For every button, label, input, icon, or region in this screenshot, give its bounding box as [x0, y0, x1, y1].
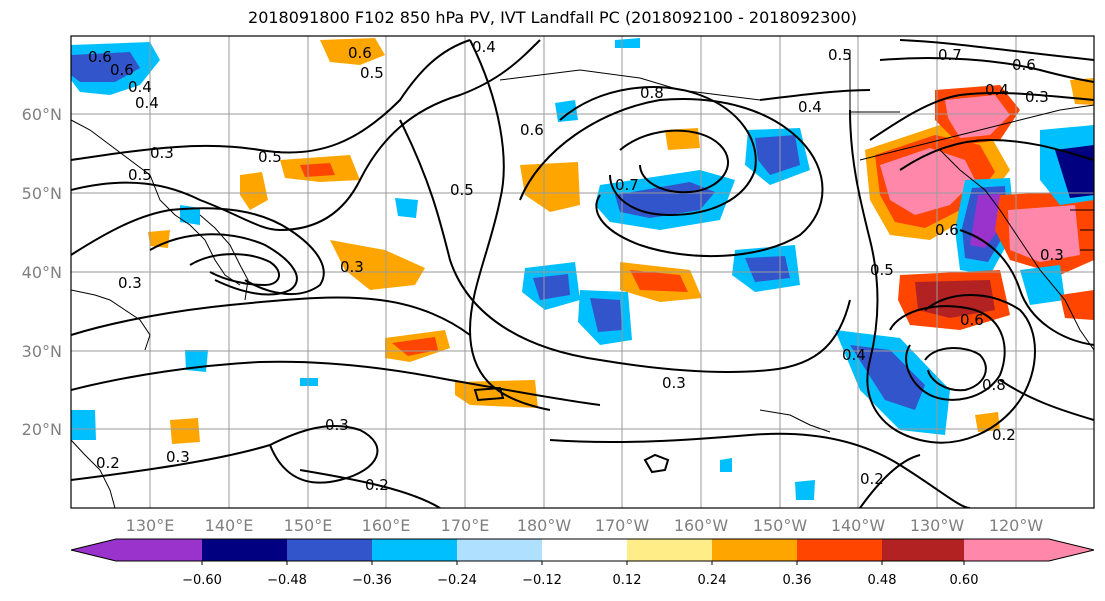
contour-label: 0.5 [450, 181, 474, 199]
lon-label: 150°E [284, 516, 333, 535]
colorbar-label: 0.60 [950, 573, 979, 588]
colorbar-max-extend [964, 539, 1094, 561]
lat-label: 20°N [22, 420, 62, 439]
lon-label: 120°W [989, 516, 1044, 535]
contour-label: 0.3 [340, 258, 364, 276]
lon-label: 140°E [205, 516, 254, 535]
contour-label: 0.5 [258, 148, 282, 166]
colorbar-swatch [287, 539, 372, 561]
contour-label: 0.4 [842, 346, 866, 364]
colorbar-label: 0.24 [698, 573, 727, 588]
contour-label: 0.4 [135, 94, 159, 112]
lon-label: 170°W [595, 516, 650, 535]
lon-label: 160°W [674, 516, 729, 535]
colorbar-label: −0.24 [437, 573, 477, 588]
graticule [71, 36, 1094, 508]
lon-label: 150°W [753, 516, 808, 535]
contour-label: 0.5 [128, 166, 152, 184]
lat-label: 30°N [22, 342, 62, 361]
contour-label: 0.2 [96, 454, 120, 472]
lat-label: 40°N [22, 263, 62, 282]
colorbar-min-extend [71, 539, 116, 561]
colorbar-label: −0.60 [182, 573, 222, 588]
contour-label: 0.2 [860, 470, 884, 488]
pv-contours [71, 39, 1094, 508]
contour-label: 0.7 [615, 176, 639, 194]
contour-label: 0.8 [640, 84, 664, 102]
colorbar-swatch [116, 539, 202, 561]
map-frame [70, 35, 1095, 509]
lon-label: 140°W [831, 516, 886, 535]
colorbar-label: 0.48 [868, 573, 897, 588]
contour-label: 0.3 [325, 416, 349, 434]
contour-label: 0.4 [985, 81, 1009, 99]
contour-label: 0.3 [166, 448, 190, 466]
colorbar-swatch [202, 539, 287, 561]
contour-label: 0.7 [938, 46, 962, 64]
colorbar-swatch [542, 539, 627, 561]
lat-label: 50°N [22, 184, 62, 203]
colorbar-label: −0.12 [522, 573, 562, 588]
contour-label: 0.6 [88, 48, 112, 66]
contour-label: 0.3 [118, 274, 142, 292]
contour-label: 0.6 [1012, 56, 1036, 74]
map-area: 0.6 0.4 0.5 0.4 0.3 0.5 0.3 0.5 0.6 0.4 … [71, 36, 1094, 508]
colorbar-swatch [882, 539, 964, 561]
contour-labels: 0.6 0.4 0.5 0.4 0.3 0.5 0.3 0.5 0.6 0.4 … [88, 38, 1064, 494]
colorbar-label: 0.12 [613, 573, 642, 588]
contour-label: 0.3 [1040, 246, 1064, 264]
colorbar-label: −0.36 [352, 573, 392, 588]
coastlines [71, 50, 1094, 508]
latitude-labels: 60°N 50°N 40°N 30°N 20°N [22, 105, 62, 439]
contour-label: 0.5 [360, 64, 384, 82]
colorbar-label: 0.36 [783, 573, 812, 588]
contour-label: 0.6 [960, 311, 984, 329]
contour-label: 0.4 [128, 78, 152, 96]
map-title: 2018091800 F102 850 hPa PV, IVT Landfall… [248, 8, 857, 27]
lat-label: 60°N [22, 105, 62, 124]
lon-label: 130°W [910, 516, 965, 535]
lon-label: 180°W [517, 516, 572, 535]
lon-label: 160°E [362, 516, 411, 535]
contour-label: 0.2 [365, 476, 389, 494]
colorbar-label: −0.48 [267, 573, 307, 588]
contour-label: 0.8 [982, 376, 1006, 394]
contour-label: 0.6 [935, 221, 959, 239]
contour-label: 0.3 [1025, 88, 1049, 106]
colorbar-swatch [797, 539, 882, 561]
contour-label: 0.4 [472, 38, 496, 56]
contour-label: 0.6 [348, 44, 372, 62]
lon-label: 130°E [126, 516, 175, 535]
contour-label: 0.3 [662, 374, 686, 392]
contour-label: 0.2 [992, 426, 1016, 444]
colorbar: −0.60 −0.48 −0.36 −0.24 −0.12 0.12 0.24 … [70, 538, 1095, 588]
longitude-labels: 130°E 140°E 150°E 160°E 170°E 180°W 170°… [126, 516, 1044, 535]
contour-label: 0.5 [870, 261, 894, 279]
lon-label: 170°E [441, 516, 490, 535]
colorbar-swatch [372, 539, 457, 561]
colorbar-swatch [457, 539, 542, 561]
contour-label: 0.5 [828, 46, 852, 64]
contour-label: 0.3 [150, 144, 174, 162]
contour-label: 0.6 [520, 121, 544, 139]
contour-label: 0.6 [110, 61, 134, 79]
pv-shading [71, 38, 1094, 500]
contour-label: 0.4 [798, 98, 822, 116]
colorbar-swatch [627, 539, 712, 561]
colorbar-swatch [712, 539, 797, 561]
